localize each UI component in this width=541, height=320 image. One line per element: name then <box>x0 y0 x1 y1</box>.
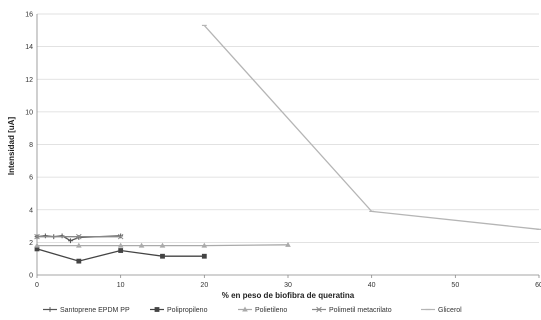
data-point <box>76 242 82 248</box>
series-group <box>201 24 541 230</box>
y-tick-label: 12 <box>25 77 33 84</box>
x-tick-label: 50 <box>451 282 459 289</box>
data-point <box>47 307 53 312</box>
data-point <box>59 233 65 239</box>
data-point <box>34 233 40 240</box>
legend-label: Polimetil metacrilato <box>329 307 392 314</box>
axes <box>36 14 540 278</box>
data-point <box>76 235 82 240</box>
data-point <box>138 242 145 248</box>
data-point <box>34 246 40 252</box>
y-tick-label: 0 <box>29 273 33 280</box>
legend-label: Santoprene EPDM PP <box>60 307 130 314</box>
x-tick-label: 0 <box>35 282 39 289</box>
tick-labels: 0 2 4 6 8 10 12 14 16 0 10 20 30 40 50 60 <box>25 12 541 290</box>
y-tick-label: 14 <box>25 44 33 51</box>
legend-item: Glicerol <box>421 307 462 314</box>
data-point <box>201 242 208 248</box>
data-point <box>159 242 166 248</box>
data-point <box>118 233 124 239</box>
legend-item: Santoprene EPDM PP <box>43 307 130 314</box>
x-tick-label: 10 <box>117 282 125 289</box>
y-axis-title: Intensidad [uA] <box>7 117 16 176</box>
y-tick-label: 16 <box>25 12 33 19</box>
data-point <box>117 233 124 240</box>
data-point <box>316 306 322 313</box>
x-tick-label: 60 <box>535 282 541 289</box>
data-point <box>154 307 160 312</box>
legend-label: Glicerol <box>438 307 462 314</box>
data-point <box>68 238 73 244</box>
x-tick-label: 30 <box>284 282 292 289</box>
legend-label: Polietileno <box>255 307 287 314</box>
series-group <box>34 241 291 248</box>
data-point <box>118 248 124 253</box>
y-tick-label: 6 <box>29 175 33 182</box>
gridlines <box>37 13 539 243</box>
y-tick-label: 4 <box>29 207 33 214</box>
data-point <box>76 258 82 264</box>
series-group <box>34 233 124 240</box>
legend-item: Polipropileno <box>150 307 208 314</box>
x-tick-label: 40 <box>368 282 376 289</box>
x-tick-label: 20 <box>200 282 208 289</box>
x-axis-title: % en peso de biofibra de queratina <box>222 291 355 300</box>
data-series <box>34 24 541 264</box>
data-point <box>160 253 165 259</box>
legend: Santoprene EPDM PP Polipropileno Polietile… <box>43 306 462 314</box>
data-point <box>42 233 48 239</box>
legend-item: Polimetil metacrilato <box>312 306 392 314</box>
legend-item: Polietileno <box>238 306 287 314</box>
data-point <box>117 242 124 248</box>
data-point <box>76 233 82 240</box>
data-point <box>34 242 40 248</box>
y-tick-label: 2 <box>29 240 33 247</box>
legend-label: Polipropileno <box>167 307 208 314</box>
series-group <box>34 246 207 264</box>
y-tick-label: 10 <box>25 109 33 116</box>
y-tick-label: 8 <box>29 142 33 149</box>
data-point <box>285 241 291 247</box>
data-point <box>242 306 248 312</box>
data-point <box>201 253 207 259</box>
